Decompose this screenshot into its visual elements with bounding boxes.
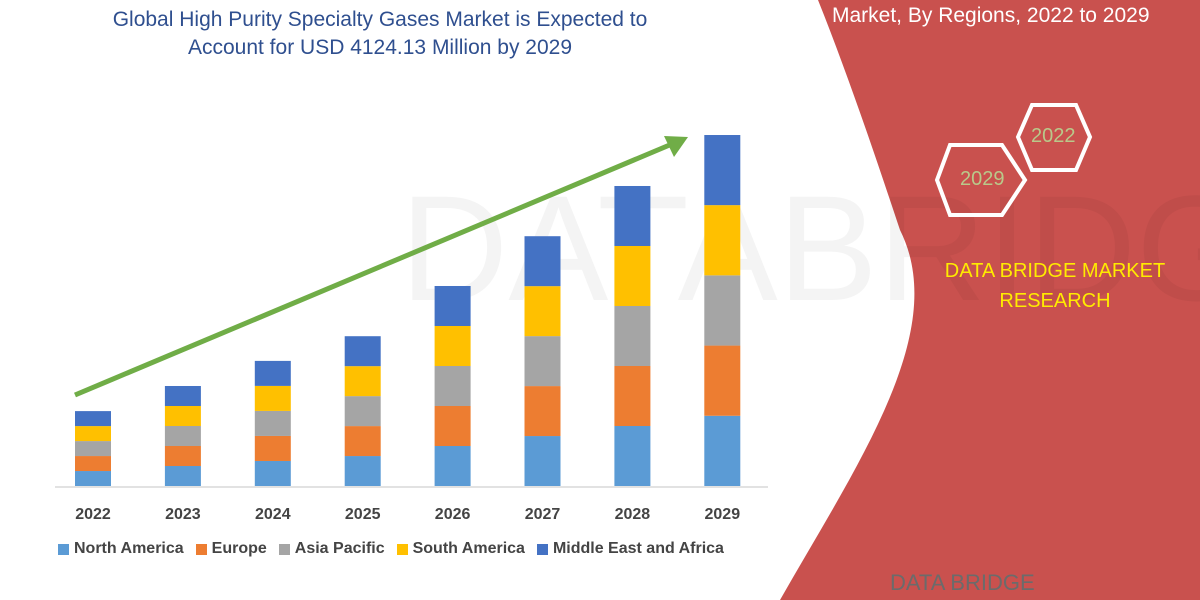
bar-segment — [164, 405, 201, 426]
legend-label: Middle East and Africa — [552, 540, 724, 557]
legend: North America Europe Asia Pacific South … — [58, 540, 724, 558]
x-tick-label: 2024 — [255, 506, 291, 523]
brand-line-1: DATA BRIDGE MARKET — [944, 260, 1166, 282]
bar-segment — [704, 275, 741, 346]
bar-segment — [254, 460, 291, 486]
bar-segment — [344, 396, 381, 427]
legend-swatch — [536, 543, 548, 555]
legend-label: North America — [74, 540, 184, 557]
bar-segment — [614, 245, 651, 306]
bar-segment — [614, 365, 651, 426]
bar-segment — [254, 385, 291, 411]
bar-segment — [75, 441, 111, 457]
title-line-2: Account for USD 4124.13 Million by 2029 — [187, 36, 573, 59]
bar-segment — [704, 345, 741, 416]
hexagon-2022 — [1015, 103, 1093, 172]
bar-segment — [344, 366, 381, 397]
legend-swatch — [58, 543, 69, 555]
bar-segment — [704, 135, 741, 206]
bar-segment — [344, 336, 381, 367]
x-tick-label: 2027 — [525, 506, 561, 523]
bar-segment — [524, 286, 561, 337]
legend-item: Europe — [195, 540, 267, 558]
bar-segment — [75, 411, 111, 427]
hex-year-end: 2029 — [960, 168, 1005, 190]
legend-swatch — [278, 543, 290, 555]
x-tick-label: 2025 — [345, 506, 381, 523]
bar-segment — [524, 336, 561, 387]
bar-segment — [75, 426, 111, 442]
bar-segment — [614, 425, 651, 486]
x-tick-label: 2026 — [435, 506, 471, 523]
x-tick-label: 2029 — [705, 506, 741, 523]
bar-segment — [254, 435, 291, 461]
bar-segment — [614, 305, 651, 366]
bar-segment — [704, 205, 741, 276]
hexagon-2029 — [934, 143, 1028, 217]
trend-arrow-head — [664, 136, 688, 157]
brand-line-2: RESEARCH — [999, 290, 1111, 312]
bar-segment — [254, 410, 291, 436]
legend-label: South America — [412, 540, 525, 557]
trend-arrow — [74, 141, 673, 398]
bar-segment — [524, 436, 561, 486]
chart-title: Global High Purity Specialty Gases Marke… — [40, 6, 720, 62]
bar-segment — [254, 360, 291, 386]
red-side-panel — [780, 0, 1200, 600]
bar-segment — [164, 465, 201, 486]
footer-logo: DATA BRIDGE — [890, 570, 1035, 595]
bar-segment — [434, 405, 471, 446]
bar-segment — [614, 185, 651, 246]
bar-segment — [524, 236, 561, 287]
bar-segment — [434, 445, 471, 486]
legend-label: Europe — [211, 540, 267, 557]
legend-item: Middle East and Africa — [536, 540, 724, 558]
bar-segment — [344, 426, 381, 457]
bar-segment — [164, 425, 201, 446]
bar-segment — [75, 456, 111, 472]
brand-text: DATA BRIDGE MARKET RESEARCH — [910, 256, 1200, 316]
x-tick-label: 2023 — [165, 506, 201, 523]
stacked-bar-chart: 2022 2023 2024 2025 2026 2027 2028 2029 — [55, 135, 768, 523]
legend-label: Asia Pacific — [294, 540, 385, 557]
x-tick-label: 2022 — [75, 506, 111, 523]
bar-segment — [434, 325, 471, 366]
bar-segment — [164, 385, 201, 406]
bar-segment — [164, 445, 201, 466]
legend-item: North America — [58, 540, 184, 558]
hex-year-start: 2022 — [1031, 125, 1076, 147]
title-line-1: Global High Purity Specialty Gases Marke… — [112, 8, 648, 31]
bar-segment — [524, 386, 561, 437]
bar-segment — [434, 285, 471, 326]
legend-swatch — [195, 543, 207, 555]
side-panel-title: Market, By Regions, 2022 to 2029 — [832, 4, 1150, 27]
bar-segment — [434, 365, 471, 406]
legend-swatch — [396, 543, 408, 555]
bar-segment — [75, 471, 111, 486]
bar-segment — [704, 415, 741, 486]
x-tick-label: 2028 — [615, 506, 651, 523]
legend-item: South America — [396, 540, 525, 558]
bar-segment — [344, 456, 381, 486]
legend-item: Asia Pacific — [278, 540, 385, 558]
